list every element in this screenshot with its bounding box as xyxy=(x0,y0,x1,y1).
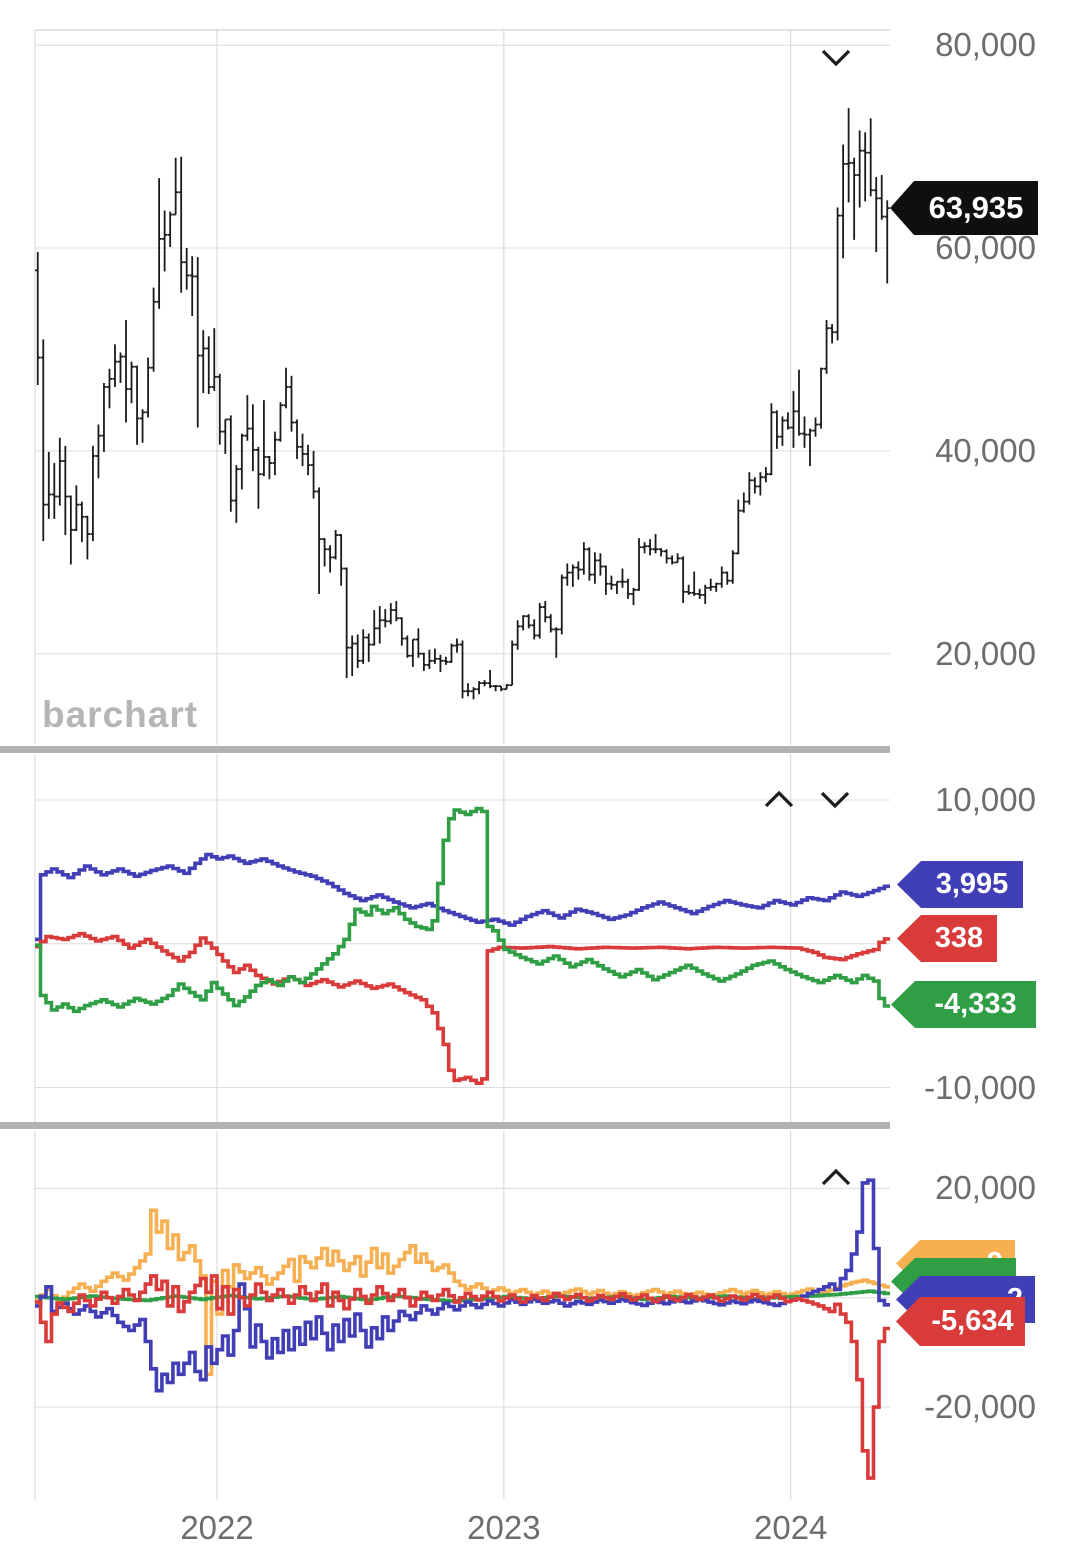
y-axis-label: 60,000 xyxy=(935,229,1036,267)
y-axis-label: -10,000 xyxy=(924,1068,1036,1106)
last-price-badge: 63,935 xyxy=(890,181,1038,235)
chevron-up-icon[interactable] xyxy=(761,787,797,813)
chevron-up-icon[interactable] xyxy=(818,1165,854,1191)
y-axis-label: 20,000 xyxy=(935,1169,1036,1207)
chevron-down-icon[interactable] xyxy=(817,787,853,813)
gridlines xyxy=(34,1131,890,1500)
y-axis-label: 20,000 xyxy=(935,634,1036,672)
chevron-down-icon[interactable] xyxy=(818,45,854,71)
series-blue xyxy=(35,1178,890,1393)
value-badge-red: 338 xyxy=(897,915,997,962)
series-green xyxy=(35,806,890,1014)
y-axis-label: 80,000 xyxy=(935,26,1036,64)
gridlines xyxy=(34,29,890,745)
gridlines xyxy=(34,754,890,1122)
badge-value: -5,634 xyxy=(931,1305,1014,1337)
barchart-watermark: barchart xyxy=(42,694,199,735)
last-price-value: 63,935 xyxy=(928,190,1024,225)
x-axis-label: 2022 xyxy=(180,1509,254,1546)
series-orange xyxy=(35,1208,890,1377)
indicator-panel-2[interactable] xyxy=(34,1131,890,1500)
indicator-panel-1[interactable] xyxy=(34,754,890,1122)
badge-value: 3,995 xyxy=(935,868,1009,900)
series-red xyxy=(35,931,890,1085)
series-red xyxy=(35,1274,890,1480)
value-badge-red: -5,634 xyxy=(896,1297,1025,1346)
value-badge-blue: 3,995 xyxy=(897,861,1023,908)
price-ohlc-panel[interactable] xyxy=(34,29,890,745)
panel-separator[interactable] xyxy=(0,746,890,753)
y-axis-label: 40,000 xyxy=(935,431,1036,469)
y-axis-label: -20,000 xyxy=(924,1388,1036,1426)
x-axis-label: 2024 xyxy=(753,1509,828,1546)
badge-value: -4,333 xyxy=(934,988,1017,1020)
series-blue xyxy=(35,852,890,942)
y-axis-label: 10,000 xyxy=(935,781,1036,818)
ohlc-bars xyxy=(35,108,890,700)
x-axis-label: 2023 xyxy=(467,1509,541,1546)
badge-value: 338 xyxy=(934,922,984,954)
panel-separator[interactable] xyxy=(0,1122,890,1129)
value-badge-green: -4,333 xyxy=(891,981,1036,1028)
